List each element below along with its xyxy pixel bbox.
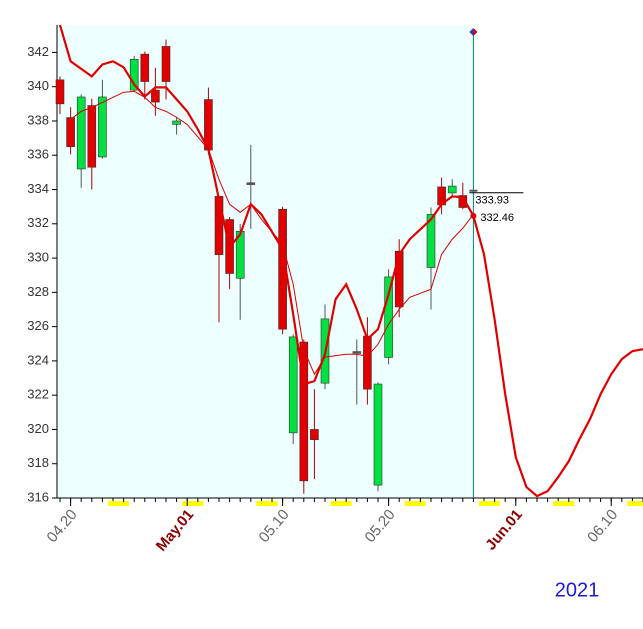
- y-tick-label: 316: [27, 489, 49, 504]
- candle-body: [66, 117, 75, 147]
- candle-body: [246, 182, 256, 185]
- candle-body: [384, 276, 393, 358]
- candle-body: [98, 96, 107, 158]
- candle-body: [394, 250, 404, 308]
- y-tick-label: 334: [27, 181, 49, 196]
- cursor-marker: [469, 28, 474, 36]
- candle-body: [55, 79, 65, 105]
- candle-body: [447, 185, 457, 194]
- y-tick-label: 340: [27, 78, 49, 93]
- candle-body: [140, 53, 150, 82]
- value-label: 332.46: [480, 212, 514, 224]
- y-tick-label: 324: [27, 352, 49, 367]
- candle-body: [363, 335, 372, 390]
- weekend-marker: [182, 501, 204, 506]
- candle-body: [373, 383, 383, 486]
- y-tick-label: 332: [27, 215, 49, 230]
- candle-body: [426, 214, 436, 268]
- y-tick-label: 318: [27, 455, 49, 470]
- weekend-marker: [330, 501, 352, 506]
- value-label: 333.93: [475, 195, 509, 207]
- cursor-marker: [473, 28, 478, 36]
- year-label: 2021: [555, 579, 600, 601]
- candle-body: [299, 341, 309, 482]
- x-tick-label: Jun.01: [482, 506, 526, 553]
- candle-body: [151, 89, 160, 103]
- y-tick-label: 330: [27, 250, 49, 265]
- weekend-marker: [108, 501, 129, 506]
- weekend-marker: [256, 501, 278, 506]
- y-tick-label: 338: [27, 112, 49, 127]
- candle-body: [214, 196, 224, 255]
- x-tick-label: 06.10: [584, 506, 621, 546]
- x-tick-label: 05.20: [362, 506, 399, 546]
- weekend-marker: [404, 501, 426, 506]
- y-tick-label: 326: [27, 318, 49, 333]
- candle-body: [172, 120, 181, 125]
- x-tick-label: 05.10: [256, 506, 293, 546]
- candle-body: [129, 58, 139, 91]
- candle-body: [76, 96, 86, 170]
- candle-body: [288, 336, 298, 434]
- weekend-marker: [553, 501, 575, 506]
- candle-body: [458, 195, 468, 208]
- weekend-marker: [479, 501, 500, 506]
- weekend-marker: [627, 501, 643, 506]
- value-marker: [470, 212, 477, 219]
- y-tick-label: 342: [27, 44, 49, 59]
- x-tick-label: 04.20: [44, 506, 81, 546]
- plot-background: [57, 25, 474, 498]
- y-tick-label: 336: [27, 147, 49, 162]
- candle-body: [352, 351, 362, 354]
- candle-body: [161, 46, 171, 82]
- x-tick-label: May.01: [153, 506, 197, 554]
- candle-body: [310, 429, 319, 441]
- candle-body: [87, 105, 97, 168]
- line-series: [58, 24, 643, 498]
- line-series: [70, 90, 474, 376]
- y-tick-label: 328: [27, 284, 49, 299]
- y-tick-label: 322: [27, 387, 49, 402]
- y-tick-label: 320: [27, 421, 49, 436]
